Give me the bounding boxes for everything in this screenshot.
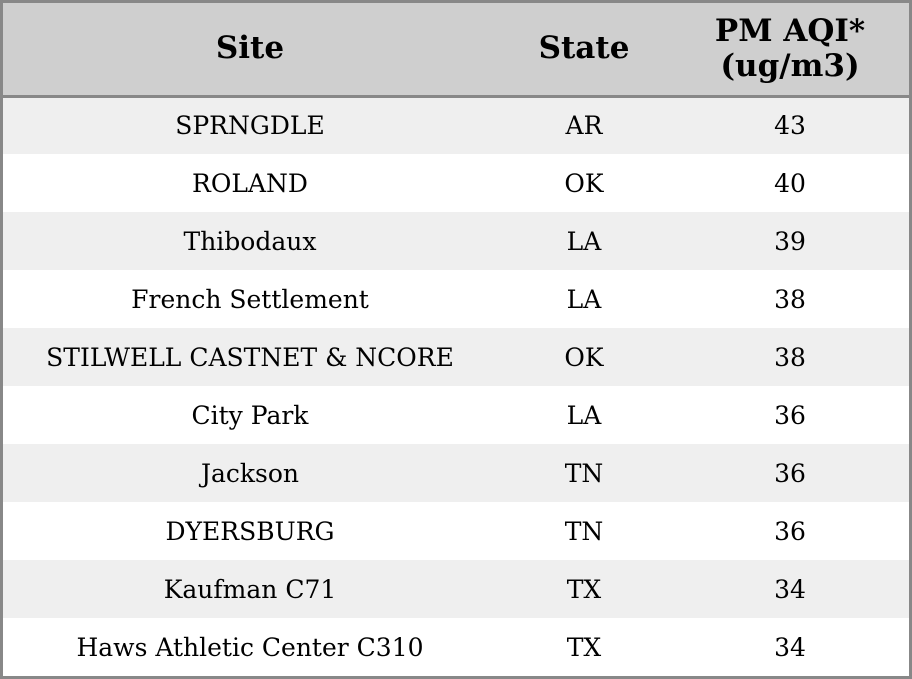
- cell-site: Jackson: [200, 458, 300, 488]
- table-row: ROLAND OK 40: [3, 154, 909, 212]
- cell-site: Thibodaux: [183, 226, 317, 256]
- header-row: Site State PM AQI* (ug/m3): [3, 3, 909, 98]
- table-row: SPRNGDLE AR 43: [3, 96, 909, 154]
- cell-state: TN: [564, 458, 604, 488]
- cell-pm: 36: [774, 400, 806, 430]
- cell-state: TN: [564, 516, 604, 546]
- cell-site: City Park: [191, 400, 309, 430]
- cell-pm: 36: [774, 516, 806, 546]
- cell-pm: 36: [774, 458, 806, 488]
- cell-state: TX: [566, 574, 602, 604]
- cell-pm: 43: [774, 111, 806, 141]
- cell-site: Haws Athletic Center C310: [76, 632, 424, 662]
- header-pm-aqi-unit: (ug/m3): [720, 47, 860, 84]
- cell-state: AR: [565, 111, 603, 141]
- table-row: French Settlement LA 38: [3, 270, 909, 328]
- table-row: City Park LA 36: [3, 386, 909, 444]
- cell-site: DYERSBURG: [165, 516, 335, 546]
- cell-pm: 39: [774, 226, 806, 256]
- header-pm-aqi: PM AQI* (ug/m3): [671, 3, 909, 98]
- header-state: State: [497, 3, 671, 98]
- aqi-table: Site State PM AQI* (ug/m3) SPRNGDLE AR 4…: [3, 3, 909, 676]
- cell-site: SPRNGDLE: [175, 111, 325, 141]
- cell-state: OK: [564, 168, 604, 198]
- cell-pm: 40: [774, 168, 806, 198]
- table-row: DYERSBURG TN 36: [3, 502, 909, 560]
- cell-pm: 38: [774, 284, 806, 314]
- cell-state: LA: [566, 226, 602, 256]
- table-row: Kaufman C71 TX 34: [3, 560, 909, 618]
- cell-state: OK: [564, 342, 604, 372]
- cell-pm: 34: [774, 632, 806, 662]
- cell-site: ROLAND: [192, 168, 308, 198]
- cell-pm: 38: [774, 342, 806, 372]
- cell-state: TX: [566, 632, 602, 662]
- cell-pm: 34: [774, 574, 806, 604]
- table-row: Haws Athletic Center C310 TX 34: [3, 618, 909, 676]
- cell-state: LA: [566, 284, 602, 314]
- cell-state: LA: [566, 400, 602, 430]
- table-header: Site State PM AQI* (ug/m3): [3, 3, 909, 98]
- header-pm-aqi-line1: PM AQI*: [714, 12, 866, 49]
- cell-site: French Settlement: [131, 284, 369, 314]
- cell-site: STILWELL CASTNET & NCORE: [46, 342, 454, 372]
- table-row: Jackson TN 36: [3, 444, 909, 502]
- table-row: Thibodaux LA 39: [3, 212, 909, 270]
- cell-site: Kaufman C71: [163, 574, 337, 604]
- table-row: STILWELL CASTNET & NCORE OK 38: [3, 328, 909, 386]
- header-site: Site: [3, 3, 497, 98]
- table-body: SPRNGDLE AR 43 ROLAND OK 40 Thibodaux LA…: [3, 96, 909, 676]
